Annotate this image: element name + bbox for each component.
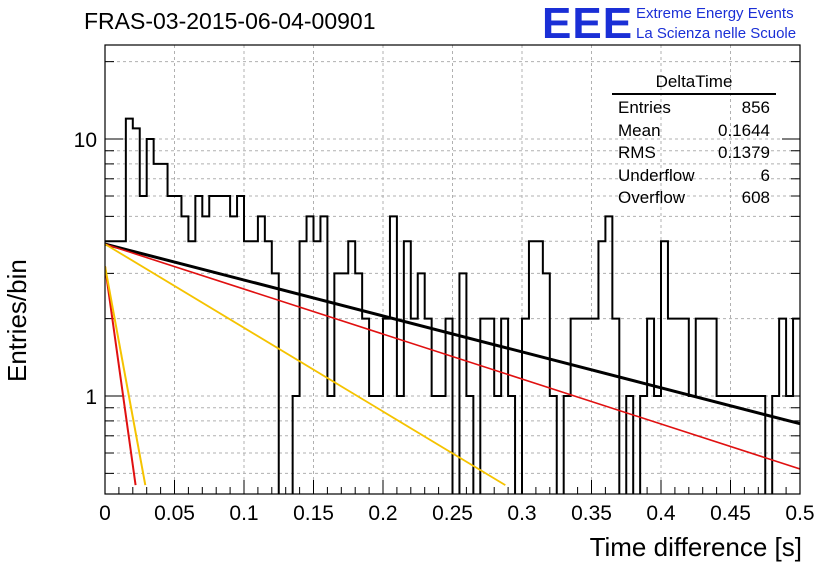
stats-label: RMS — [618, 143, 656, 163]
stats-label: Overflow — [618, 188, 686, 208]
x-tick-label: 0.25 — [432, 502, 473, 525]
stats-label: Entries — [618, 98, 671, 117]
fit-curve — [105, 266, 137, 486]
stats-value: 6 — [760, 165, 770, 185]
x-tick-label: 0.35 — [571, 502, 612, 525]
y-tick-label: 1 — [85, 386, 97, 409]
histogram-line — [105, 117, 800, 494]
fit-curve — [105, 242, 800, 426]
x-tick-label: 0.05 — [154, 502, 195, 525]
logo-line-2: La Scienza nelle Scuole — [636, 25, 797, 42]
stats-row-overflow: Overflow 608 — [612, 187, 776, 210]
y-tick-label: 10 — [74, 129, 97, 152]
stats-row-rms: RMS 0.1379 — [612, 142, 776, 165]
x-tick-label: 0 — [99, 502, 111, 525]
stats-label: Underflow — [618, 165, 695, 185]
x-tick-label: 0.45 — [710, 502, 751, 525]
y-axis-label: Entries/bin — [2, 259, 32, 382]
logo-caption: Extreme Energy Events La Scienza nelle S… — [636, 4, 796, 44]
stats-row-entries: Entries 856 — [612, 97, 776, 120]
stats-value: 608 — [741, 188, 770, 208]
chart-title: FRAS-03-2015-06-04-00901 — [84, 8, 376, 34]
stats-label: Mean — [618, 120, 661, 140]
stats-title: DeltaTime — [612, 72, 776, 95]
x-tick-label: 0.1 — [229, 502, 258, 525]
eee-logo: EEE — [542, 0, 634, 48]
x-tick-label: 0.15 — [293, 502, 334, 525]
stats-value: 0.1379 — [718, 143, 770, 163]
stats-row-underflow: Underflow 6 — [612, 165, 776, 188]
x-tick-label: 0.4 — [646, 502, 676, 525]
fit-curve — [105, 265, 147, 486]
fit-curve — [105, 243, 506, 486]
x-tick-label: 0.2 — [368, 502, 397, 525]
stats-row-mean: Mean 0.1644 — [612, 120, 776, 143]
fit-curve — [105, 243, 800, 470]
logo-line-1: Extreme Energy Events — [636, 5, 794, 22]
stats-value: 856 — [741, 98, 770, 117]
stats-box: DeltaTime Entries 856 Mean 0.1644 RMS 0.… — [612, 72, 776, 210]
x-tick-label: 0.3 — [507, 502, 536, 525]
x-tick-label: 0.5 — [785, 502, 814, 525]
plot-frame — [104, 44, 801, 495]
x-axis-label: Time difference [s] — [589, 532, 802, 562]
stats-value: 0.1644 — [718, 120, 770, 140]
